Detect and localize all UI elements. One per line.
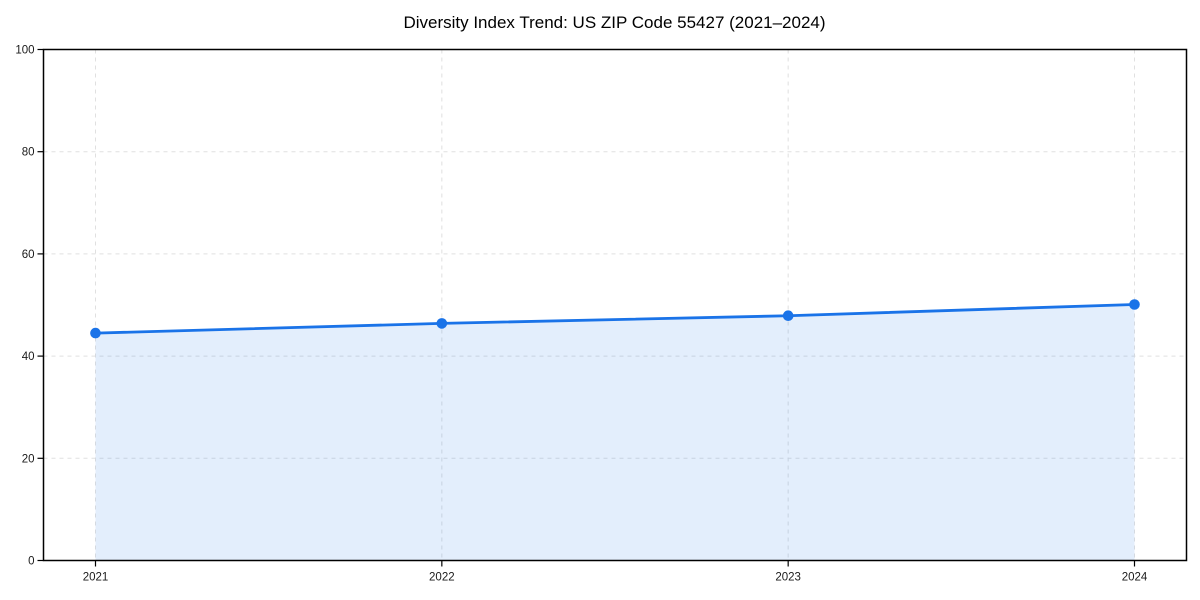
area-fill-polygon xyxy=(95,304,1135,561)
data-point-marker xyxy=(90,327,101,339)
trend-line xyxy=(94,303,1136,335)
data-point-markers xyxy=(90,299,1140,339)
y-axis-tick-label: 80 xyxy=(22,147,35,159)
y-axis-tick-label: 60 xyxy=(22,249,35,261)
data-point-marker xyxy=(436,318,448,329)
y-axis-tick-label: 40 xyxy=(22,351,35,363)
plot-border xyxy=(42,48,1188,562)
x-axis-tick-labels: 2021 2022 2023 2024 xyxy=(83,572,1148,584)
y-axis-tick-label: 100 xyxy=(15,45,34,57)
x-axis-tick-label: 2022 xyxy=(429,572,455,584)
y-axis-tick-label: 20 xyxy=(22,453,35,465)
x-axis-tick-label: 2024 xyxy=(1122,572,1148,584)
x-axis-tick-label: 2023 xyxy=(775,572,801,584)
chart-title: Diversity Index Trend: US ZIP Code 55427… xyxy=(403,13,826,32)
axes-spines-and-ticks xyxy=(37,48,1188,567)
y-axis-tick-label: 0 xyxy=(28,556,34,568)
data-point-marker xyxy=(1129,299,1140,310)
data-point-marker xyxy=(782,310,794,322)
y-axis-tick-labels: 0 20 40 60 80 100 xyxy=(15,45,34,568)
trend-line-path xyxy=(94,303,1136,335)
x-axis-tick-label: 2021 xyxy=(83,572,109,584)
area-fill xyxy=(95,304,1135,561)
